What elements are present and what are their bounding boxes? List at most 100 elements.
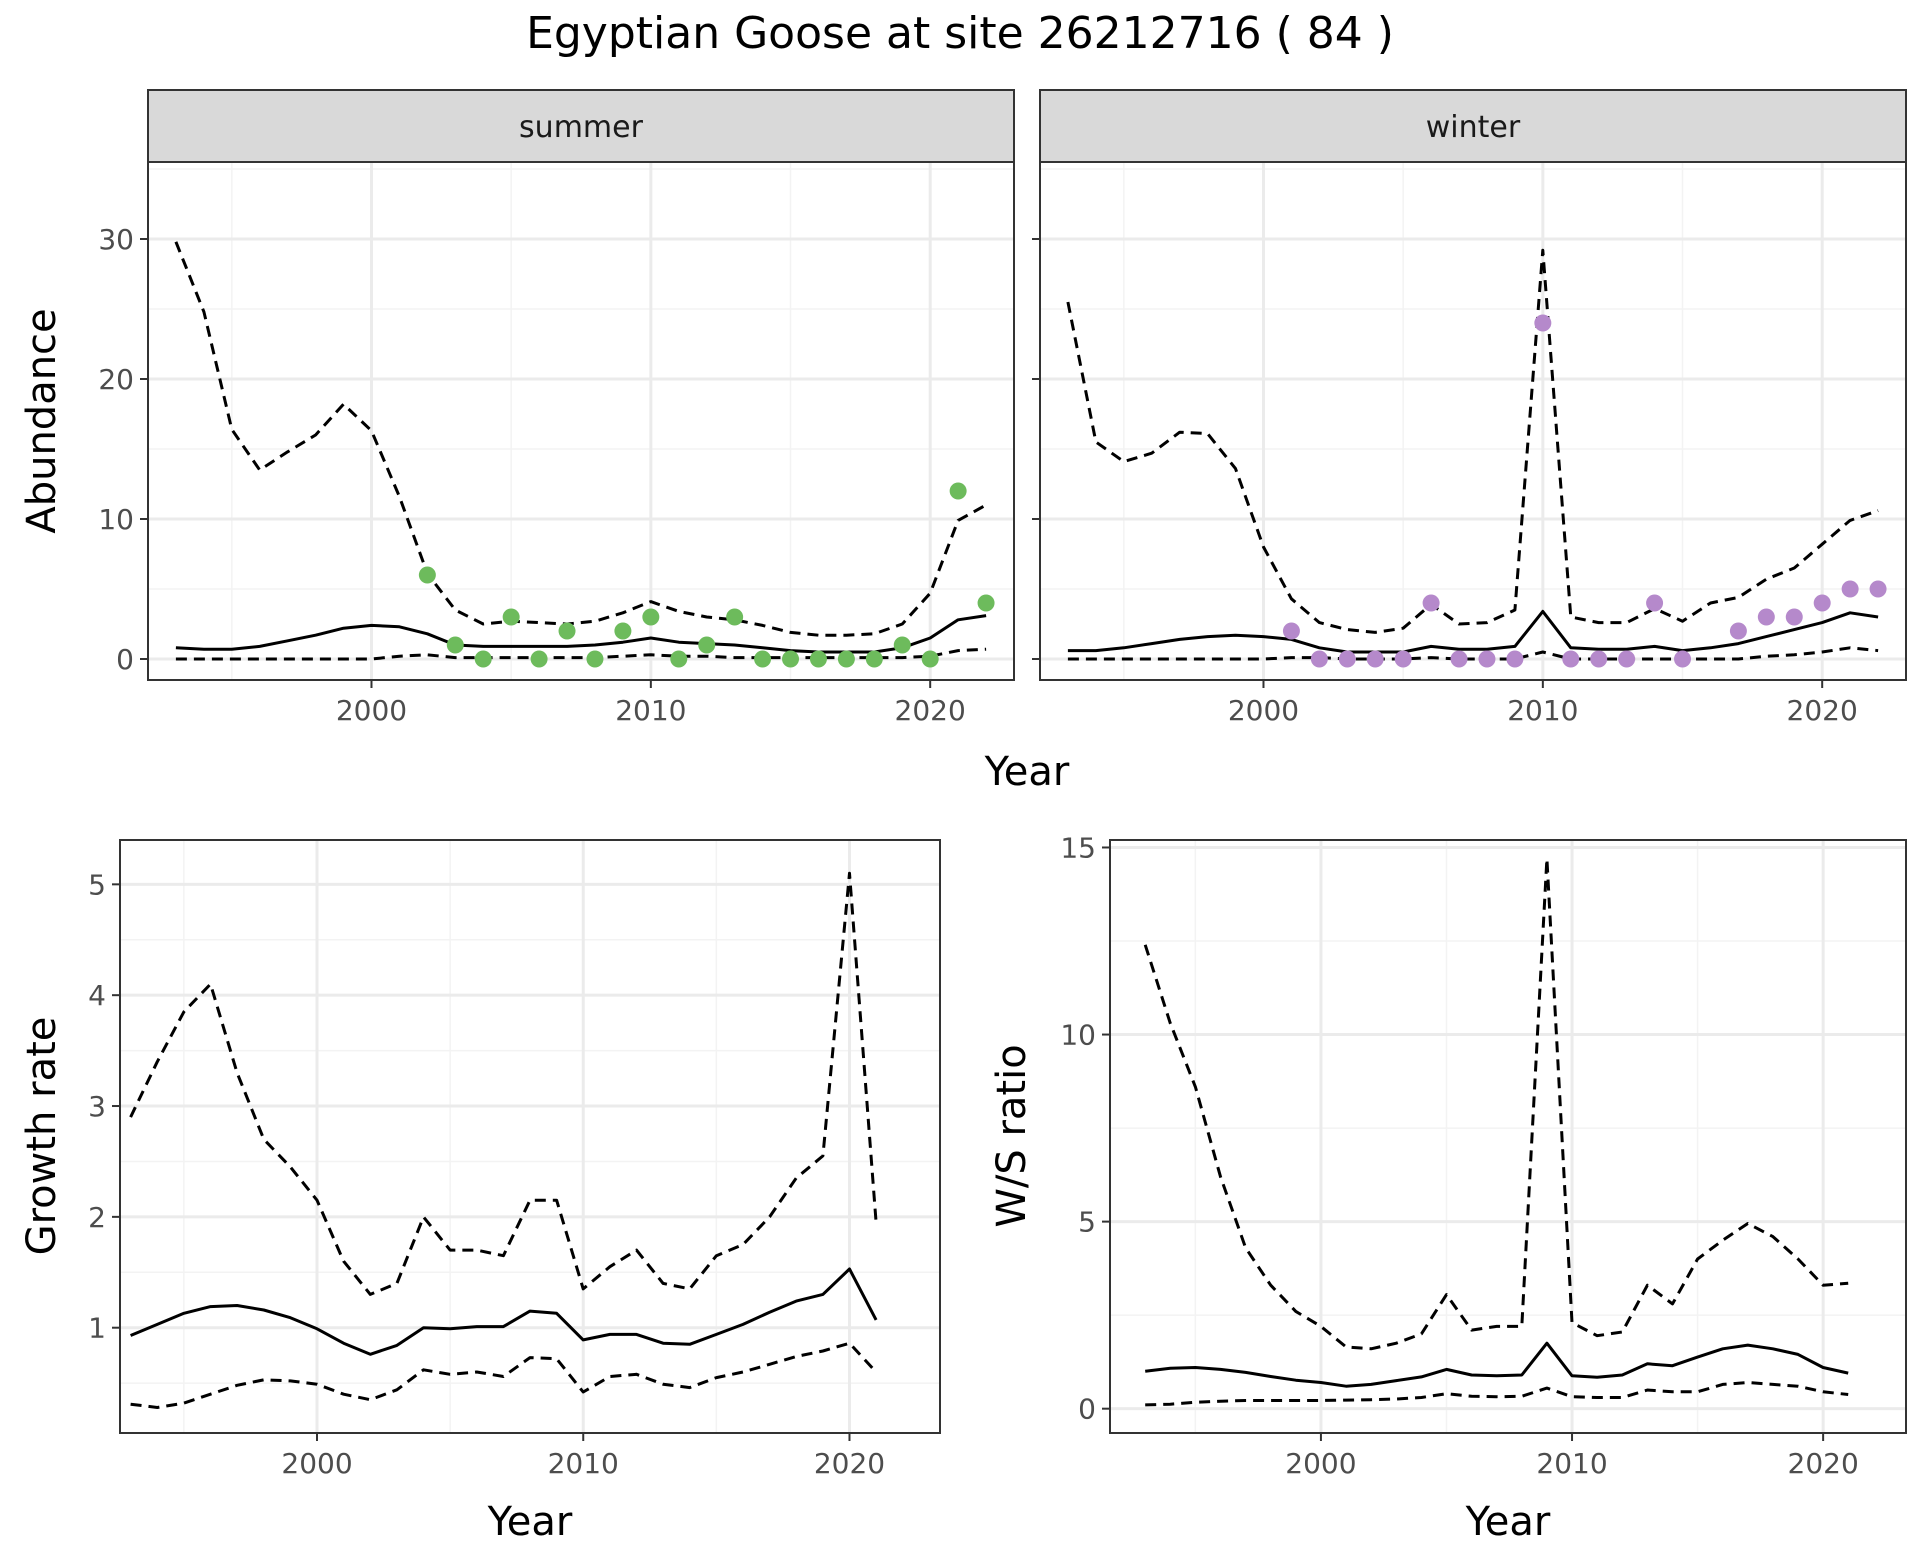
figure-title: Egyptian Goose at site 26212716 ( 84 )	[526, 8, 1394, 59]
series-abundance-winter	[1066, 248, 1879, 661]
y-tick-label-growth-rate: 4	[88, 979, 106, 1012]
y-ticks-ws-ratio: 0 5 10 15	[1060, 831, 1110, 1426]
x-tick-label-abundance-winter: 2020	[1787, 694, 1858, 727]
data-point-abundance-summer	[977, 594, 995, 612]
data-point-abundance-winter	[1841, 580, 1859, 598]
x-ticks-abundance-winter: 2000 2010 2020	[1228, 680, 1858, 727]
y-ticks-abundance-summer: 0 10 20 30	[98, 223, 148, 676]
data-point-abundance-winter	[1450, 650, 1468, 668]
series-line-upper-ws-ratio	[1143, 857, 1849, 1351]
data-point-abundance-winter	[1282, 622, 1300, 640]
x-axis-title-ws-ratio: Year	[1465, 1499, 1551, 1545]
panel-ws-ratio: 2000 2010 2020 0 5 10 15	[1060, 831, 1907, 1480]
y-ticks-abundance-winter	[1032, 238, 1040, 660]
series-line-lower-ws-ratio	[1145, 1381, 1849, 1407]
x-tick-label-abundance-summer: 2000	[336, 694, 407, 727]
data-point-abundance-summer	[502, 608, 520, 626]
y-axis-title-ws-ratio: W/S ratio	[989, 1044, 1035, 1227]
y-tick-label-ws-ratio: 0	[1078, 1393, 1096, 1426]
data-point-abundance-winter	[1785, 608, 1803, 626]
x-ticks-abundance-summer: 2000 2010 2020	[336, 680, 966, 727]
data-point-abundance-winter	[1534, 314, 1552, 332]
data-point-abundance-summer	[893, 636, 911, 654]
panel-border-growth-rate	[119, 839, 941, 1434]
x-ticks-growth-rate: 2000 2010 2020	[281, 1433, 885, 1480]
data-point-abundance-winter	[1618, 650, 1636, 668]
x-tick-label-ws-ratio: 2010	[1536, 1447, 1607, 1480]
panel-border-ws-ratio	[1109, 839, 1907, 1434]
data-point-abundance-summer	[474, 650, 492, 668]
y-tick-label-abundance-summer: 10	[98, 503, 134, 536]
grid-ws-ratio	[1110, 840, 1906, 1433]
x-tick-label-ws-ratio: 2020	[1788, 1447, 1859, 1480]
data-point-abundance-summer	[726, 608, 744, 626]
data-point-abundance-winter	[1366, 650, 1384, 668]
series-line-upper-abundance-winter	[1066, 248, 1879, 634]
data-point-abundance-winter	[1646, 594, 1664, 612]
y-tick-label-growth-rate: 2	[88, 1201, 106, 1234]
series-line-estimate-ws-ratio	[1145, 1341, 1849, 1388]
series-growth-rate	[129, 871, 878, 1409]
y-tick-label-abundance-summer: 20	[98, 363, 134, 396]
data-point-abundance-summer	[530, 650, 548, 668]
y-tick-label-growth-rate: 3	[88, 1090, 106, 1123]
data-point-abundance-winter	[1590, 650, 1608, 668]
series-line-estimate-growth-rate	[130, 1267, 878, 1356]
strip-abundance-winter	[1039, 89, 1907, 163]
data-point-abundance-summer	[698, 636, 716, 654]
data-point-abundance-winter	[1869, 580, 1887, 598]
data-point-abundance-winter	[1506, 650, 1524, 668]
data-point-abundance-winter	[1562, 650, 1580, 668]
x-tick-label-growth-rate: 2010	[548, 1447, 619, 1480]
y-tick-label-abundance-summer: 30	[98, 223, 134, 256]
x-tick-label-abundance-summer: 2020	[895, 694, 966, 727]
series-line-lower-growth-rate	[130, 1341, 878, 1409]
x-ticks-ws-ratio: 2000 2010 2020	[1285, 1433, 1859, 1480]
x-tick-label-growth-rate: 2000	[281, 1447, 352, 1480]
data-point-abundance-winter	[1422, 594, 1440, 612]
strip-label-abundance-winter: winter	[1426, 110, 1521, 145]
points-abundance-summer	[418, 482, 995, 668]
y-tick-label-growth-rate: 1	[88, 1312, 106, 1345]
x-tick-label-ws-ratio: 2000	[1285, 1447, 1356, 1480]
data-point-abundance-summer	[418, 566, 436, 584]
series-line-estimate-abundance-winter	[1067, 609, 1879, 654]
points-abundance-winter	[1282, 314, 1887, 668]
series-line-upper-abundance-summer	[174, 241, 987, 637]
y-axis-title-growth-rate: Growth rate	[19, 1017, 65, 1256]
data-point-abundance-winter	[1674, 650, 1692, 668]
x-tick-label-abundance-summer: 2010	[615, 694, 686, 727]
data-point-abundance-summer	[670, 650, 688, 668]
data-point-abundance-winter	[1813, 594, 1831, 612]
series-line-upper-growth-rate	[129, 871, 878, 1296]
data-point-abundance-summer	[558, 622, 576, 640]
y-ticks-growth-rate: 1 2 3 4 5	[88, 868, 120, 1345]
data-point-abundance-winter	[1478, 650, 1496, 668]
data-point-abundance-winter	[1338, 650, 1356, 668]
data-point-abundance-summer	[782, 650, 800, 668]
y-axis-title-abundance: Abundance	[19, 308, 65, 533]
data-point-abundance-winter	[1310, 650, 1328, 668]
data-point-abundance-summer	[809, 650, 827, 668]
series-line-lower-abundance-winter	[1067, 646, 1879, 661]
data-point-abundance-summer	[921, 650, 939, 668]
x-axis-title-growth-rate: Year	[487, 1499, 573, 1545]
panel-growth-rate: 2000 2010 2020 1 2 3 4 5	[88, 839, 941, 1480]
x-tick-label-abundance-winter: 2000	[1228, 694, 1299, 727]
data-point-abundance-winter	[1394, 650, 1412, 668]
data-point-abundance-summer	[586, 650, 604, 668]
grid-growth-rate	[120, 840, 940, 1433]
data-point-abundance-summer	[837, 650, 855, 668]
data-point-abundance-winter	[1757, 608, 1775, 626]
x-axis-title-abundance: Year	[984, 749, 1070, 795]
data-point-abundance-summer	[754, 650, 772, 668]
data-point-abundance-summer	[949, 482, 967, 500]
y-tick-label-ws-ratio: 10	[1060, 1019, 1096, 1052]
y-tick-label-growth-rate: 5	[88, 868, 106, 901]
x-tick-label-growth-rate: 2020	[814, 1447, 885, 1480]
x-tick-label-abundance-winter: 2010	[1507, 694, 1578, 727]
data-point-abundance-summer	[865, 650, 883, 668]
data-point-abundance-summer	[642, 608, 660, 626]
